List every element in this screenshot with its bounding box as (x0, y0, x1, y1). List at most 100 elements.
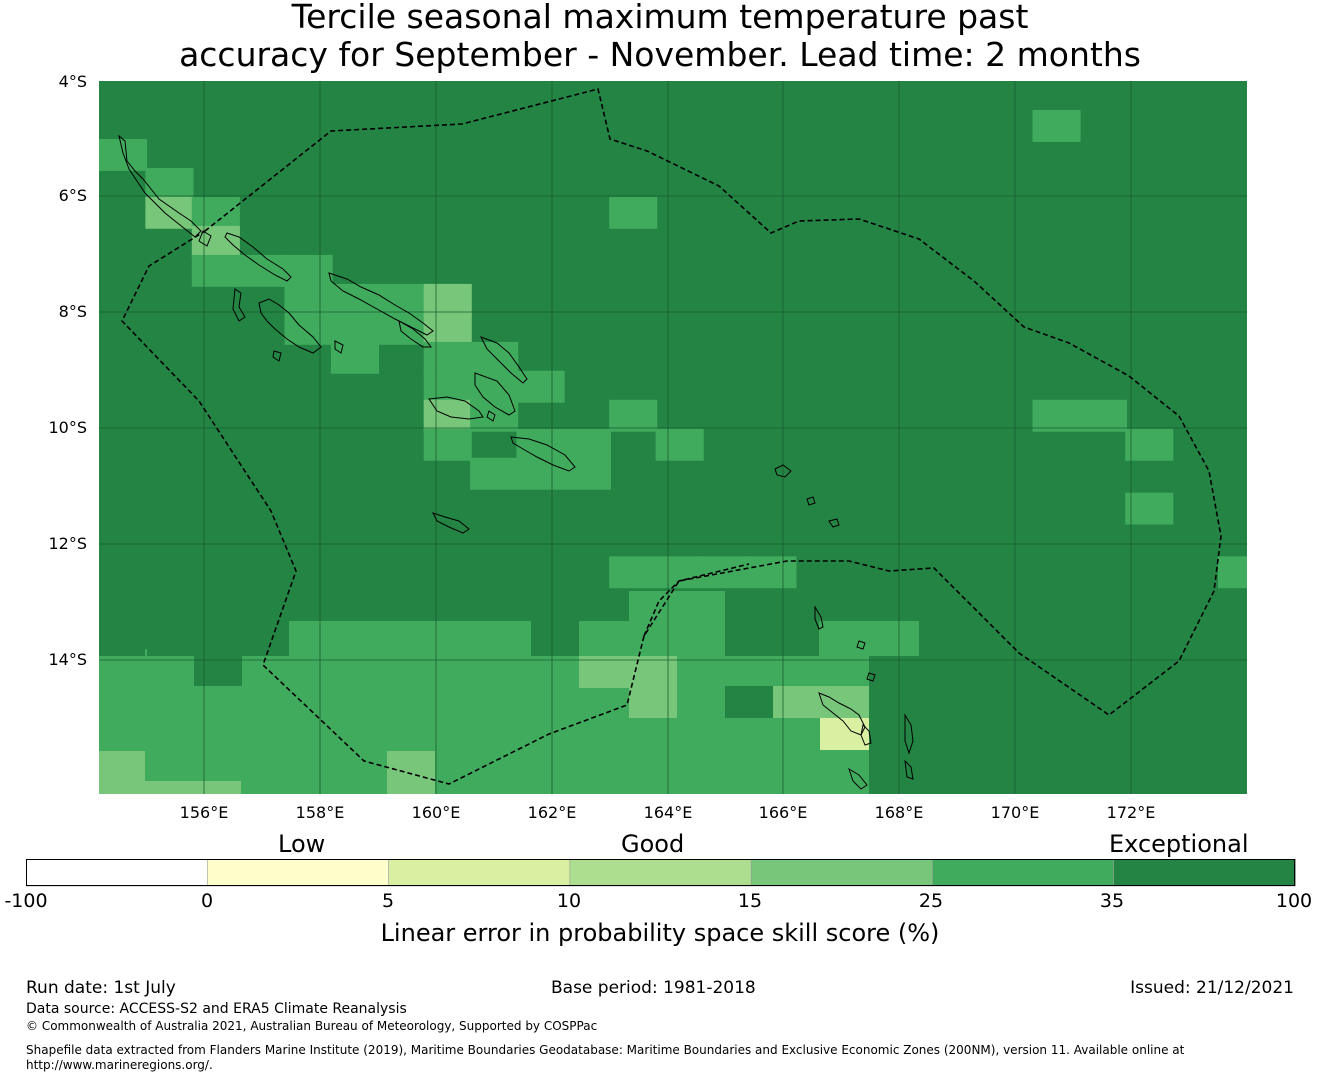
skill-cell (145, 196, 194, 229)
skill-cell (423, 428, 472, 461)
colorbar-tick-0: 0 (200, 890, 214, 912)
map-panel (99, 81, 1247, 794)
colorbar-category-exceptional: Exceptional (1109, 830, 1249, 858)
copyright: © Commonwealth of Australia 2021, Austra… (26, 1019, 598, 1033)
skill-cell (531, 621, 579, 656)
issued-date: Issued: 21/12/2021 (1130, 978, 1294, 998)
colorbar-label: Linear error in probability space skill … (380, 919, 940, 947)
lon-label-158e: 158°E (295, 803, 345, 822)
colorbar-tick-10: 10 (556, 890, 582, 912)
skill-cell (516, 457, 565, 490)
skill-cell (284, 283, 333, 316)
skill-cell (562, 457, 611, 490)
colorbar-segment (932, 859, 1115, 887)
skill-cell (470, 457, 519, 490)
colorbar-segment (388, 859, 571, 887)
skill-cell (516, 370, 565, 403)
skill-cell (470, 341, 519, 374)
colorbar-tick-15: 15 (737, 890, 763, 912)
skill-region-south (99, 591, 919, 794)
skill-cell (562, 428, 611, 461)
skill-cell (330, 341, 379, 374)
skill-cell (423, 370, 472, 403)
lon-label-164e: 164°E (643, 803, 693, 822)
lon-label-160e: 160°E (411, 803, 461, 822)
run-date: Run date: 1st July (26, 978, 176, 998)
lon-label-166e: 166°E (758, 803, 808, 822)
skill-cell (1078, 399, 1127, 432)
colorbar-segment (206, 859, 390, 887)
colorbar-category-good: Good (621, 830, 685, 858)
skill-cell (145, 781, 241, 794)
skill-cell (1032, 110, 1081, 142)
skill-cell (238, 254, 287, 287)
colorbar-segment (26, 859, 209, 887)
skill-cells (99, 110, 1247, 794)
skill-cell (330, 312, 379, 345)
skill-cell (423, 312, 472, 345)
lat-label-12s: 12°S (48, 534, 87, 553)
colorbar-tick-25: 25 (918, 890, 944, 912)
skill-cell (191, 196, 240, 229)
skill-cell (1125, 492, 1174, 525)
skill-cell (284, 312, 333, 345)
chart-title: Tercile seasonal maximum temperature pas… (0, 0, 1320, 74)
skill-cell (609, 399, 658, 432)
skill-cell (377, 312, 426, 345)
colorbar-tick-minus100: -100 (4, 890, 48, 912)
lon-label-172e: 172°E (1106, 803, 1156, 822)
skill-cell (423, 283, 472, 316)
lat-label-6s: 6°S (58, 186, 87, 205)
skill-cell (145, 168, 194, 200)
skill-cell (387, 751, 435, 794)
skill-cell (748, 556, 797, 589)
map-gridlines (99, 81, 1247, 794)
skill-cell (330, 283, 379, 316)
eez-boundary-solomon (121, 88, 1222, 785)
colorbar-segment (569, 859, 752, 887)
skill-cell (629, 656, 677, 718)
skill-cell (377, 283, 426, 316)
skill-region-east (869, 656, 1247, 794)
skill-cell (702, 556, 751, 589)
skill-cell (773, 686, 869, 718)
colorbar-segment (750, 859, 934, 887)
skill-cell (99, 751, 145, 794)
lon-label-162e: 162°E (527, 803, 577, 822)
lat-label-8s: 8°S (58, 302, 87, 321)
colorbar-segment (1113, 859, 1296, 887)
skill-cell (191, 254, 240, 287)
skill-cell (284, 254, 333, 287)
shapefile-credit: Shapefile data extracted from Flanders M… (26, 1043, 1185, 1057)
data-source: Data source: ACCESS-S2 and ERA5 Climate … (26, 1001, 407, 1017)
skill-cell (1032, 399, 1081, 432)
colorbar-tick-100: 100 (1275, 890, 1313, 912)
skill-cell (1218, 556, 1247, 589)
skill-cell (609, 196, 658, 229)
lon-label-170e: 170°E (990, 803, 1040, 822)
title-line-2: accuracy for September - November. Lead … (179, 35, 1141, 74)
colorbar-category-low: Low (278, 830, 326, 858)
eez-boundary-vanuatu (643, 563, 750, 637)
base-period: Base period: 1981-2018 (551, 978, 756, 998)
skill-cell (99, 621, 145, 656)
skill-cell (655, 556, 704, 589)
skill-cell (1125, 428, 1174, 461)
skill-cell (516, 428, 565, 461)
colorbar-outline (26, 859, 1295, 886)
skill-cell (470, 370, 519, 403)
skill-cell (655, 428, 704, 461)
colorbar-tick-35: 35 (1099, 890, 1125, 912)
skill-cell (99, 139, 148, 171)
skill-cell (609, 556, 658, 589)
title-line-1: Tercile seasonal maximum temperature pas… (291, 0, 1029, 36)
coastlines (118, 134, 914, 790)
shapefile-url: http://www.marineregions.org/. (26, 1058, 213, 1072)
lat-label-4s: 4°S (58, 72, 87, 91)
colorbar (26, 859, 1296, 887)
lon-label-156e: 156°E (179, 803, 229, 822)
skill-cell (725, 591, 819, 656)
lon-label-168e: 168°E (874, 803, 924, 822)
lat-label-14s: 14°S (48, 650, 87, 669)
colorbar-tick-5: 5 (381, 890, 395, 912)
